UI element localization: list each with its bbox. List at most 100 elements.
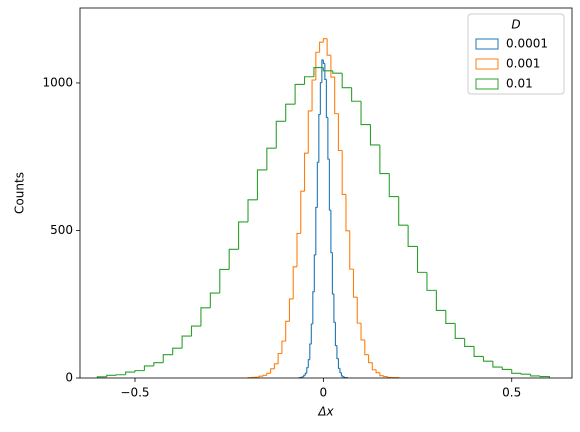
histogram-bin [292,266,297,299]
histogram-bin [322,67,333,72]
x-tick-label: 0.5 [502,386,521,400]
histogram-bin [334,322,337,347]
legend-label: 0.01 [506,77,533,91]
histogram-bin [356,297,362,324]
histogram-bin [321,59,324,83]
axes-frame [79,7,573,379]
histogram-bin [319,82,322,115]
histogram-bin [313,254,316,292]
histogram-bin [200,307,211,327]
histogram-bin [328,159,331,211]
histogram-bin [324,63,327,80]
histogram-bin [454,323,465,340]
legend-title: D [511,18,520,32]
histogram-bin [219,268,230,294]
histogram-bin [330,210,333,254]
histogram-bin [416,246,427,273]
histogram-bin [435,290,446,311]
histogram-bin [270,368,275,374]
histogram-bin [343,376,346,379]
histogram-bin [360,101,371,126]
legend-label: 0.0001 [506,37,548,51]
histogram-bin [311,79,316,111]
histogram-bin [316,161,319,208]
histogram-bin [296,232,301,267]
histogram-bin [360,323,365,341]
histogram-bin [530,374,540,377]
histogram-bin [307,110,313,154]
histogram-bin [445,310,456,324]
histogram-bin [209,292,220,308]
histogram-bin [339,368,342,374]
histogram-bin [303,152,309,192]
histogram-bin [379,372,384,377]
histogram-bin [262,374,267,377]
y-axis-label: Counts [13,172,27,214]
histogram-bin [369,124,380,146]
histogram-bin [143,365,154,371]
histogram-bin [228,248,239,270]
histogram-bin [266,147,277,170]
histogram-bin [337,358,340,369]
histogram-bin [342,375,345,378]
histogram-bin [327,117,330,160]
histogram-bin [352,269,358,298]
y-tick-label: 0 [65,371,73,385]
histogram-bin [266,372,271,376]
histogram-bin [398,196,409,226]
histogram-bin [511,369,522,374]
histogram-bin [326,38,331,56]
legend-label: 0.001 [506,57,540,71]
histogram-bin [172,347,183,355]
histogram-bin [256,169,267,200]
histogram-bin [162,354,173,363]
histogram-bin [315,51,320,80]
histogram-bin [275,120,286,149]
histogram-bin [153,362,164,366]
histogram-bin [181,335,192,349]
histogram-bin [379,144,390,175]
histogram-bin [322,59,325,65]
histogram-bin [334,77,339,115]
legend: D 0.0001 0.001 0.01 [467,13,565,95]
histogram-bin [303,76,314,85]
y-tick-label: 500 [50,223,73,237]
histogram-bin [247,199,258,222]
histogram-bin [539,375,550,378]
histogram-bin [306,367,309,374]
histogram-bin [501,367,512,370]
histogram-bin [368,354,373,364]
histogram-bin [351,87,362,102]
histogram-bin [337,113,343,152]
histogram-bin [325,79,328,119]
histogram-bin [426,272,437,291]
legend-swatch [475,58,499,70]
legend-swatch [475,38,499,50]
legend-swatch [475,78,499,90]
histogram-bin [307,359,310,368]
histogram-bin [386,376,392,378]
histogram-bin [238,221,249,250]
histogram-bin [464,338,475,347]
y-tick-label: 1000 [42,75,73,89]
x-tick-label: 0 [320,386,328,400]
histogram-bin [371,362,377,371]
histogram-bin [106,374,117,377]
histogram-bin [520,373,531,375]
histogram-bin [331,252,334,295]
histogram-bin [473,346,484,358]
histogram-bin [312,291,315,325]
histogram-bin [285,320,290,342]
histogram-bin [330,55,335,78]
histogram-bin [301,376,304,378]
histogram-bin [319,41,324,53]
histogram-bin [349,230,354,270]
histogram-bin [277,352,282,364]
histogram-bin [309,343,312,360]
histogram-bin [303,374,306,377]
x-tick-label: −0.5 [120,386,149,400]
histogram-bin [388,173,399,198]
histogram-bin [288,298,294,322]
histogram-bin [304,372,307,376]
histogram-bin [310,323,313,345]
